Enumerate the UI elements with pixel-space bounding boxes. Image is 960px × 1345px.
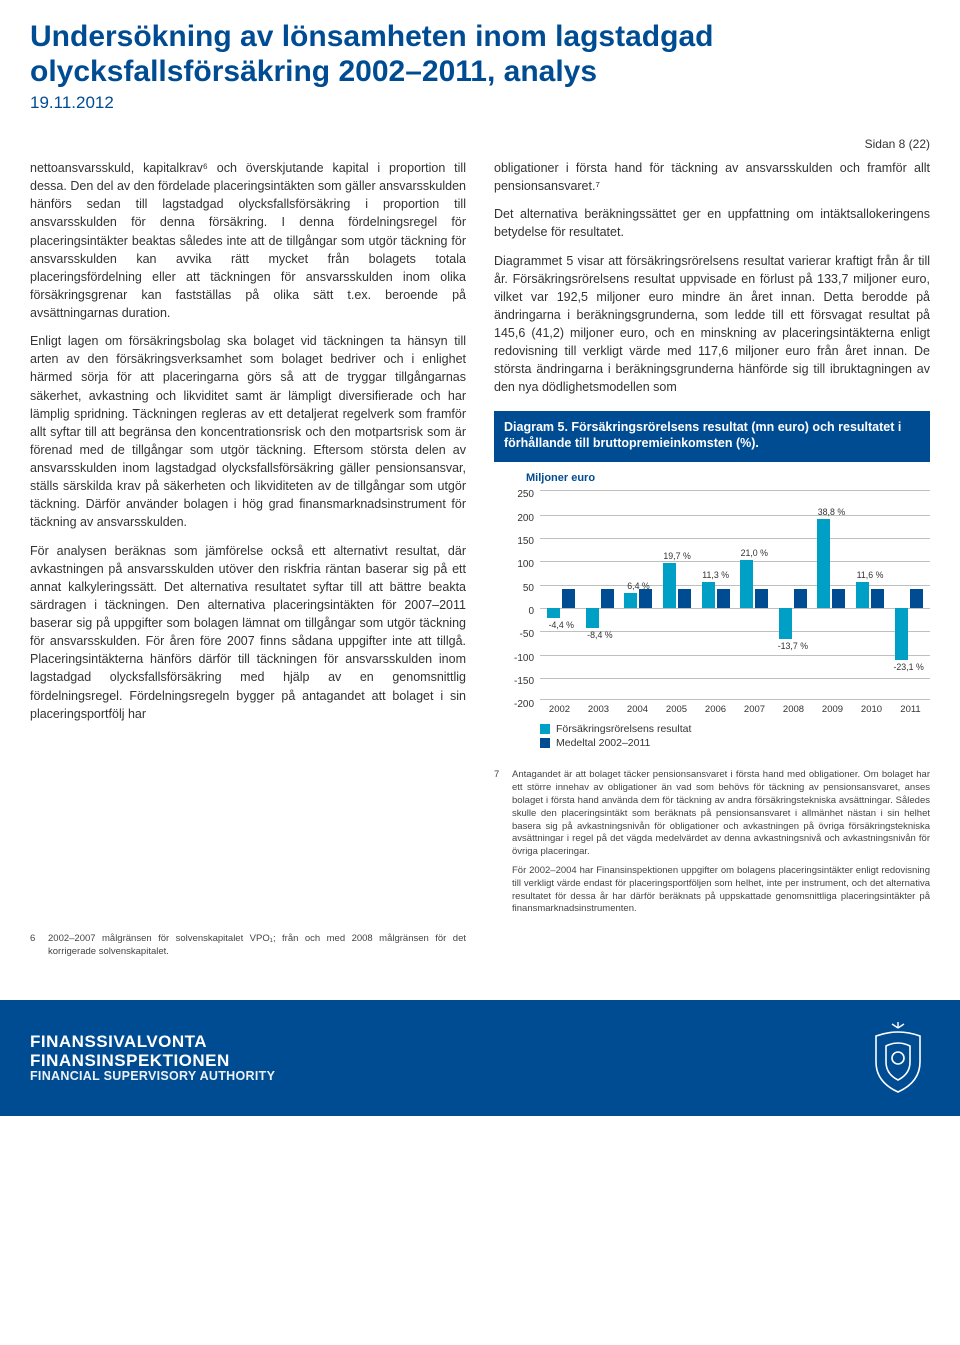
legend-label-1: Försäkringsrörelsens resultat xyxy=(556,723,691,735)
x-tick: 2003 xyxy=(579,704,618,715)
bar-pct-label: -13,7 % xyxy=(778,641,808,651)
bar-pct-label: -8,4 % xyxy=(587,630,612,640)
chart-plot: -4,4 % -8,4 % 6,4 % 19,7 % 11,3 % 21,0 % -13,7… xyxy=(540,490,930,700)
chart: Miljoner euro 250200150100500-50-100-150… xyxy=(494,462,930,761)
right-p1: obligationer i första hand för täckning … xyxy=(494,159,930,195)
x-tick: 2009 xyxy=(813,704,852,715)
bar-series1 xyxy=(740,560,753,608)
left-p2: Enligt lagen om försäkringsbolag ska bol… xyxy=(30,332,466,531)
right-p3: Diagrammet 5 visar att försäkringsrörels… xyxy=(494,252,930,397)
footnote-text: För 2002–2004 har Finansinspektionen upp… xyxy=(512,865,930,916)
right-p2: Det alternativa beräkningssättet ger en … xyxy=(494,205,930,241)
bar-group: 38,8 % xyxy=(812,491,851,699)
legend-row-2: Medeltal 2002–2011 xyxy=(540,737,930,749)
title-line2: olycksfallsförsäkring 2002–2011, analys xyxy=(30,55,597,88)
chart-y-axis: 250200150100500-50-100-150-200 xyxy=(504,490,534,700)
page-footer: FINANSSIVALVONTA FINANSINSPEKTIONEN FINA… xyxy=(0,1000,960,1116)
page-number: Sidan 8 (22) xyxy=(30,137,930,151)
x-tick: 2008 xyxy=(774,704,813,715)
bar-series2 xyxy=(871,589,884,608)
bar-series1 xyxy=(624,593,637,608)
x-tick: 2002 xyxy=(540,704,579,715)
x-tick: 2005 xyxy=(657,704,696,715)
bar-series2 xyxy=(717,589,730,608)
bar-series1 xyxy=(856,582,869,608)
footer-line1: FINANSSIVALVONTA xyxy=(30,1033,275,1051)
bar-pct-label: 6,4 % xyxy=(627,581,650,591)
x-tick: 2007 xyxy=(735,704,774,715)
bar-series1 xyxy=(547,608,560,618)
bar-pct-label: 11,3 % xyxy=(702,570,729,580)
title-line1: Undersökning av lönsamheten inom lagstad… xyxy=(30,20,713,53)
legend-row-1: Försäkringsrörelsens resultat xyxy=(540,723,930,735)
bar-series2 xyxy=(562,589,575,608)
footnote-text: 2002–2007 målgränsen för solvenskapitale… xyxy=(48,933,466,959)
bar-pct-label: 19,7 % xyxy=(663,551,690,561)
bar-series2 xyxy=(755,589,768,608)
legend-swatch-1 xyxy=(540,724,550,734)
bar-group: 11,3 % xyxy=(696,491,735,699)
left-p3: För analysen beräknas som jämförelse ock… xyxy=(30,542,466,723)
footnote-7: 7 Antagandet är att bolaget täcker pensi… xyxy=(494,769,930,859)
bar-pct-label: 38,8 % xyxy=(818,507,845,517)
footnote-spacer xyxy=(494,865,504,916)
bar-group: 6,4 % xyxy=(619,491,658,699)
bars-row: -4,4 % -8,4 % 6,4 % 19,7 % 11,3 % 21,0 % -13,7… xyxy=(540,491,930,699)
bar-series1 xyxy=(663,563,676,608)
bar-pct-label: 11,6 % xyxy=(857,570,884,580)
bar-series1 xyxy=(586,608,599,628)
bar-series1 xyxy=(702,582,715,608)
bar-group: -4,4 % xyxy=(542,491,581,699)
bar-series2 xyxy=(794,589,807,608)
bar-group: 11,6 % xyxy=(851,491,890,699)
left-p1: nettoansvarsskuld, kapitalkrav⁶ och över… xyxy=(30,159,466,322)
footer-line2: FINANSINSPEKTIONEN xyxy=(30,1052,275,1070)
footnote-extra: För 2002–2004 har Finansinspektionen upp… xyxy=(494,865,930,916)
right-column: obligationer i första hand för täckning … xyxy=(494,159,930,964)
footnote-6: 6 2002–2007 målgränsen för solvenskapita… xyxy=(30,933,466,959)
bar-group: -8,4 % xyxy=(581,491,620,699)
bar-series2 xyxy=(832,589,845,608)
bar-series2 xyxy=(678,589,691,608)
bar-series1 xyxy=(779,608,792,639)
footer-crest-icon xyxy=(866,1022,930,1094)
chart-legend: Försäkringsrörelsens resultat Medeltal 2… xyxy=(540,723,930,749)
chart-ylabel: Miljoner euro xyxy=(526,472,930,484)
x-tick: 2004 xyxy=(618,704,657,715)
footnote-num: 7 xyxy=(494,769,504,859)
footer-line3: FINANCIAL SUPERVISORY AUTHORITY xyxy=(30,1070,275,1084)
legend-swatch-2 xyxy=(540,738,550,748)
bar-series2 xyxy=(639,589,652,608)
chart-caption: Diagram 5. Försäkringsrörelsens resultat… xyxy=(494,411,930,463)
bar-pct-label: -23,1 % xyxy=(893,662,923,672)
x-tick: 2011 xyxy=(891,704,930,715)
bar-group: 21,0 % xyxy=(735,491,774,699)
header-date: 19.11.2012 xyxy=(30,93,930,113)
bar-series2 xyxy=(910,589,923,608)
footer-org: FINANSSIVALVONTA FINANSINSPEKTIONEN FINA… xyxy=(30,1033,275,1083)
bar-series1 xyxy=(895,608,908,660)
bar-group: -23,1 % xyxy=(889,491,928,699)
legend-label-2: Medeltal 2002–2011 xyxy=(556,737,650,749)
bar-group: 19,7 % xyxy=(658,491,697,699)
bar-group: -13,7 % xyxy=(774,491,813,699)
bar-pct-label: -4,4 % xyxy=(549,620,574,630)
bar-pct-label: 21,0 % xyxy=(741,548,768,558)
bar-series2 xyxy=(601,589,614,608)
x-tick: 2006 xyxy=(696,704,735,715)
page-title: Undersökning av lönsamheten inom lagstad… xyxy=(30,20,930,89)
x-tick: 2010 xyxy=(852,704,891,715)
chart-x-axis: 2002200320042005200620072008200920102011 xyxy=(540,700,930,715)
footnote-num: 6 xyxy=(30,933,40,959)
left-column: nettoansvarsskuld, kapitalkrav⁶ och över… xyxy=(30,159,466,964)
footnote-text: Antagandet är att bolaget täcker pension… xyxy=(512,769,930,859)
bar-series1 xyxy=(817,519,830,608)
